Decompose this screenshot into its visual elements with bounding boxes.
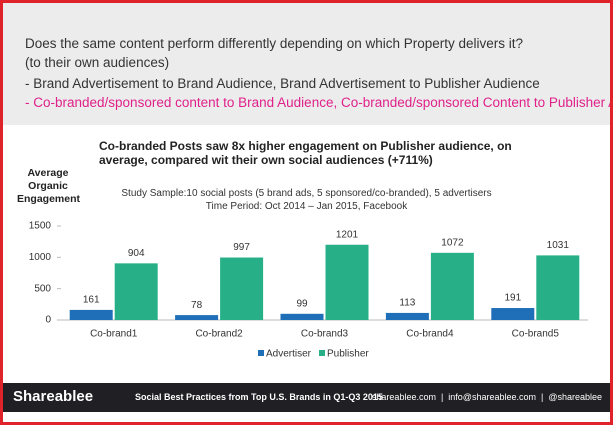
value-label: 1201 <box>336 229 359 240</box>
bar <box>491 308 535 320</box>
bar <box>325 244 369 320</box>
x-tick-label: Co-brand5 <box>512 329 560 340</box>
x-tick-label: Co-brand3 <box>301 329 349 340</box>
subtitle: Study Sample:10 social posts (5 brand ad… <box>121 188 492 199</box>
value-label: 1031 <box>547 240 570 251</box>
tagline: Social Best Practices from Top U.S. Bran… <box>135 392 383 402</box>
chart-title: Co-branded Posts saw 8x higher engagemen… <box>99 139 512 167</box>
subtitle: Time Period: Oct 2014 – Jan 2015, Facebo… <box>205 201 408 212</box>
bar <box>385 312 429 320</box>
bar <box>220 257 264 320</box>
y-tick-label: 500 <box>34 283 51 294</box>
bar <box>536 255 580 320</box>
header-line: Does the same content perform differentl… <box>25 36 524 51</box>
footer: Shareablee Social Best Practices from To… <box>3 383 610 412</box>
value-label: 113 <box>399 298 415 309</box>
value-label: 904 <box>128 248 145 259</box>
value-label: 1072 <box>441 237 464 248</box>
contact: shareablee.com | info@shareablee.com | @… <box>371 392 602 402</box>
value-label: 99 <box>296 298 308 309</box>
x-tick-label: Co-brand2 <box>195 329 243 340</box>
chart: 0 500 1000 1500 Co-brand1 161 904 Co-brand2 78 99… <box>29 221 588 360</box>
legend-label: Advertiser <box>266 349 312 360</box>
legend-swatch <box>319 350 326 356</box>
bar <box>175 315 219 320</box>
y-tick-label: 0 <box>45 315 51 326</box>
legend-label: Publisher <box>327 349 369 360</box>
y-tick-label: 1500 <box>29 221 52 232</box>
bar <box>280 313 324 320</box>
header-line: (to their own audiences) <box>25 55 170 70</box>
header-box <box>3 3 610 125</box>
y-tick-label: 1000 <box>29 252 52 263</box>
value-label: 161 <box>83 295 100 306</box>
value-label: 191 <box>504 293 521 304</box>
value-label: 997 <box>233 242 250 253</box>
x-tick-label: Co-brand1 <box>90 329 138 340</box>
header-line: - Brand Advertisement to Brand Audience,… <box>25 76 540 91</box>
bar <box>69 309 113 320</box>
bar <box>430 252 474 320</box>
logo: Shareablee <box>13 388 94 405</box>
legend-swatch <box>258 350 264 356</box>
y-axis-label: Average Organic Engagement <box>17 167 81 205</box>
value-label: 78 <box>191 300 203 311</box>
x-tick-label: Co-brand4 <box>406 329 454 340</box>
bar <box>114 263 158 320</box>
header-line: - Co-branded/sponsored content to Brand … <box>25 95 613 110</box>
